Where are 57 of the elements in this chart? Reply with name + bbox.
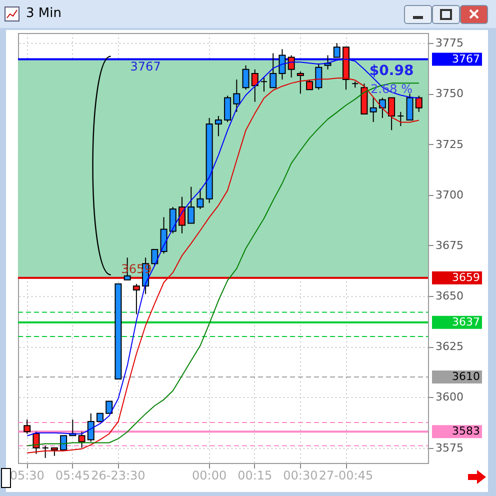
ref-line-label: 3637 (452, 315, 480, 328)
y-tick-label: 3675 (436, 238, 464, 252)
candlestick (24, 418, 31, 434)
candlestick (169, 206, 176, 234)
y-tick-label: 3750 (436, 87, 464, 100)
candlestick (42, 445, 49, 458)
chart-title: 3 Min (26, 6, 62, 21)
candlestick (278, 48, 286, 80)
candlestick (388, 97, 396, 131)
candlestick (270, 52, 277, 88)
candlestick (397, 111, 404, 127)
ref-line-label: 3659 (452, 270, 480, 284)
y-tick-label: 3775 (436, 36, 464, 50)
candlestick (214, 115, 222, 137)
candlestick (406, 93, 414, 121)
candlestick (315, 62, 322, 90)
candlestick (32, 431, 40, 454)
y-tick-label: 3625 (436, 340, 464, 354)
y-tick-label: 3700 (436, 188, 464, 202)
candlestick (242, 64, 250, 90)
candlestick (251, 68, 258, 102)
candlestick (151, 249, 158, 266)
candlestick (415, 95, 422, 112)
y-tick-label: 3600 (436, 390, 464, 404)
candlestick (178, 196, 186, 234)
candlestick (333, 42, 340, 58)
candlestick (233, 79, 240, 112)
candlestick (106, 400, 113, 414)
candlestick (224, 95, 232, 123)
candlestick (260, 77, 268, 92)
x-tick-label: 00:30 (283, 468, 318, 482)
candlestick (370, 97, 377, 123)
x-tick-label: 05:45 (55, 468, 90, 482)
candlestick (132, 283, 140, 315)
candlestick (78, 431, 86, 448)
ref-line-label: 3767 (452, 52, 480, 66)
candlestick (296, 70, 304, 94)
ref-line-label: 3610 (452, 370, 480, 383)
y-tick-label: 3575 (436, 441, 464, 454)
x-tick-label: 05:30 (10, 468, 44, 482)
x-tick-label: 27-00:45 (318, 468, 374, 482)
annotation: 3767 (130, 59, 161, 74)
candlestick (306, 79, 314, 90)
x-tick-label: 00:00 (192, 468, 227, 482)
x-tick-label: 26-23:30 (91, 468, 146, 482)
candlestick (196, 188, 204, 210)
ref-line-label: 3583 (452, 424, 480, 438)
candlestick (60, 435, 68, 450)
annotation: $0.98 (369, 63, 414, 79)
candlestick (87, 412, 94, 442)
candlestick (160, 216, 168, 254)
x-tick-label: 00:15 (238, 468, 272, 482)
y-tick-label: 3725 (436, 138, 464, 151)
y-tick-label: 3650 (436, 290, 464, 303)
candlestick (378, 97, 386, 118)
candlestick (288, 54, 295, 78)
candlestick (188, 186, 195, 224)
